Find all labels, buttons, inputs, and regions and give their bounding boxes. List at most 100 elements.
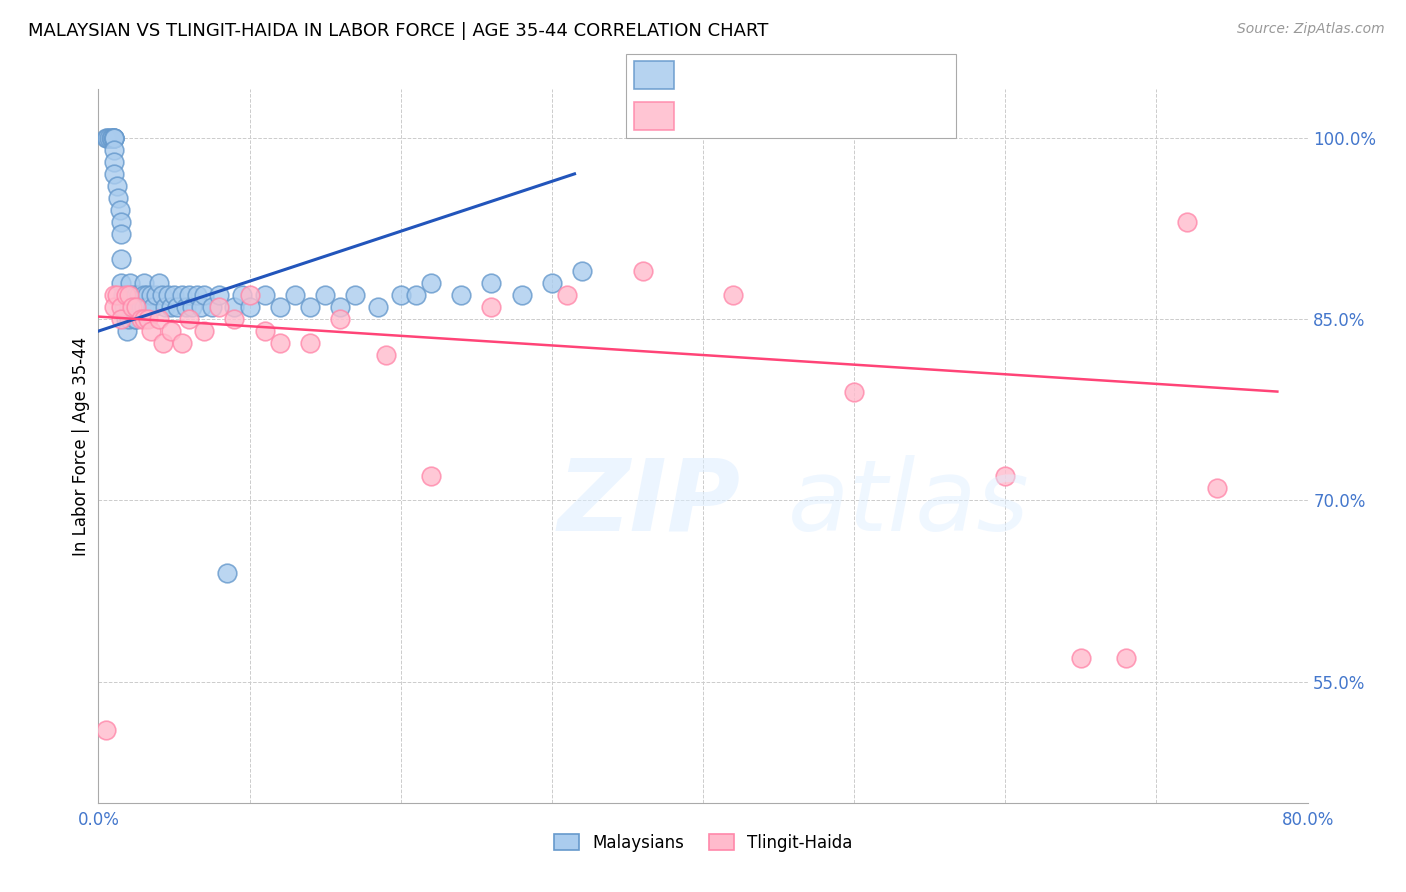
Point (125, 300, 148, 314)
Point (132, 288, 155, 302)
Point (110, 300, 132, 314)
Point (179, 288, 201, 302)
Point (105, 178, 128, 193)
Legend: Malaysians, Tlingit-Haida: Malaysians, Tlingit-Haida (547, 828, 859, 859)
Point (107, 191, 129, 205)
Point (136, 300, 159, 314)
Point (450, 288, 472, 302)
FancyBboxPatch shape (634, 62, 673, 89)
Point (110, 312, 132, 326)
Point (94, 130, 117, 145)
Point (631, 263, 654, 277)
Text: R =: R = (681, 107, 716, 125)
Y-axis label: In Labor Force | Age 35-44: In Labor Force | Age 35-44 (72, 336, 90, 556)
Text: 80: 80 (846, 66, 870, 84)
Point (103, 143, 125, 157)
Point (299, 336, 322, 351)
Point (170, 336, 193, 351)
Point (405, 288, 427, 302)
Point (253, 288, 276, 302)
Point (193, 324, 215, 338)
Point (145, 288, 167, 302)
Point (224, 312, 246, 326)
Point (193, 288, 215, 302)
Point (141, 324, 163, 338)
Point (1206, 481, 1229, 495)
Text: atlas: atlas (787, 455, 1029, 551)
Point (269, 336, 291, 351)
Point (481, 276, 503, 290)
Point (540, 276, 562, 290)
Point (122, 300, 145, 314)
Text: MALAYSIAN VS TLINGIT-HAIDA IN LABOR FORCE | AGE 35-44 CORRELATION CHART: MALAYSIAN VS TLINGIT-HAIDA IN LABOR FORC… (28, 22, 769, 40)
Text: R =: R = (681, 66, 716, 84)
Point (994, 469, 1017, 483)
Point (190, 300, 212, 314)
Point (98, 130, 121, 145)
Point (103, 288, 125, 302)
Point (239, 300, 262, 314)
Point (96, 130, 118, 145)
Point (1070, 650, 1092, 665)
Point (314, 288, 336, 302)
Point (142, 300, 165, 314)
Point (510, 288, 533, 302)
Point (215, 566, 238, 580)
Point (208, 300, 231, 314)
Text: ZIP: ZIP (558, 455, 741, 551)
Point (103, 154, 125, 169)
Point (118, 312, 141, 326)
Point (174, 300, 197, 314)
Point (284, 288, 307, 302)
Point (111, 288, 134, 302)
Point (367, 300, 389, 314)
Point (420, 276, 443, 290)
Point (114, 288, 136, 302)
Point (239, 288, 262, 302)
Point (94, 723, 117, 738)
Point (105, 288, 128, 302)
Point (118, 288, 141, 302)
Point (269, 300, 291, 314)
Point (110, 227, 132, 242)
Point (723, 288, 745, 302)
Point (121, 288, 143, 302)
Point (135, 288, 157, 302)
Point (1115, 650, 1137, 665)
Point (389, 288, 412, 302)
Point (181, 300, 204, 314)
Point (166, 300, 188, 314)
Text: -0.141: -0.141 (720, 107, 779, 125)
Point (110, 276, 132, 290)
Point (120, 276, 142, 290)
Point (231, 288, 253, 302)
Point (153, 300, 176, 314)
Point (179, 312, 201, 326)
Point (103, 130, 125, 145)
Point (129, 300, 152, 314)
Point (112, 300, 135, 314)
Point (136, 312, 159, 326)
Point (156, 288, 179, 302)
Point (170, 288, 193, 302)
Point (100, 130, 122, 145)
Point (128, 288, 150, 302)
Point (132, 300, 155, 314)
Point (420, 469, 443, 483)
Text: N =: N = (807, 107, 844, 125)
Point (103, 167, 125, 181)
Point (125, 312, 148, 326)
Point (571, 263, 593, 277)
Point (103, 130, 125, 145)
Point (160, 324, 183, 338)
FancyBboxPatch shape (626, 54, 956, 138)
Point (844, 384, 866, 399)
Point (103, 130, 125, 145)
Point (108, 203, 131, 218)
Point (101, 130, 124, 145)
Point (125, 288, 148, 302)
Text: N =: N = (807, 66, 844, 84)
Point (253, 324, 276, 338)
Point (114, 312, 136, 326)
Point (124, 312, 146, 326)
